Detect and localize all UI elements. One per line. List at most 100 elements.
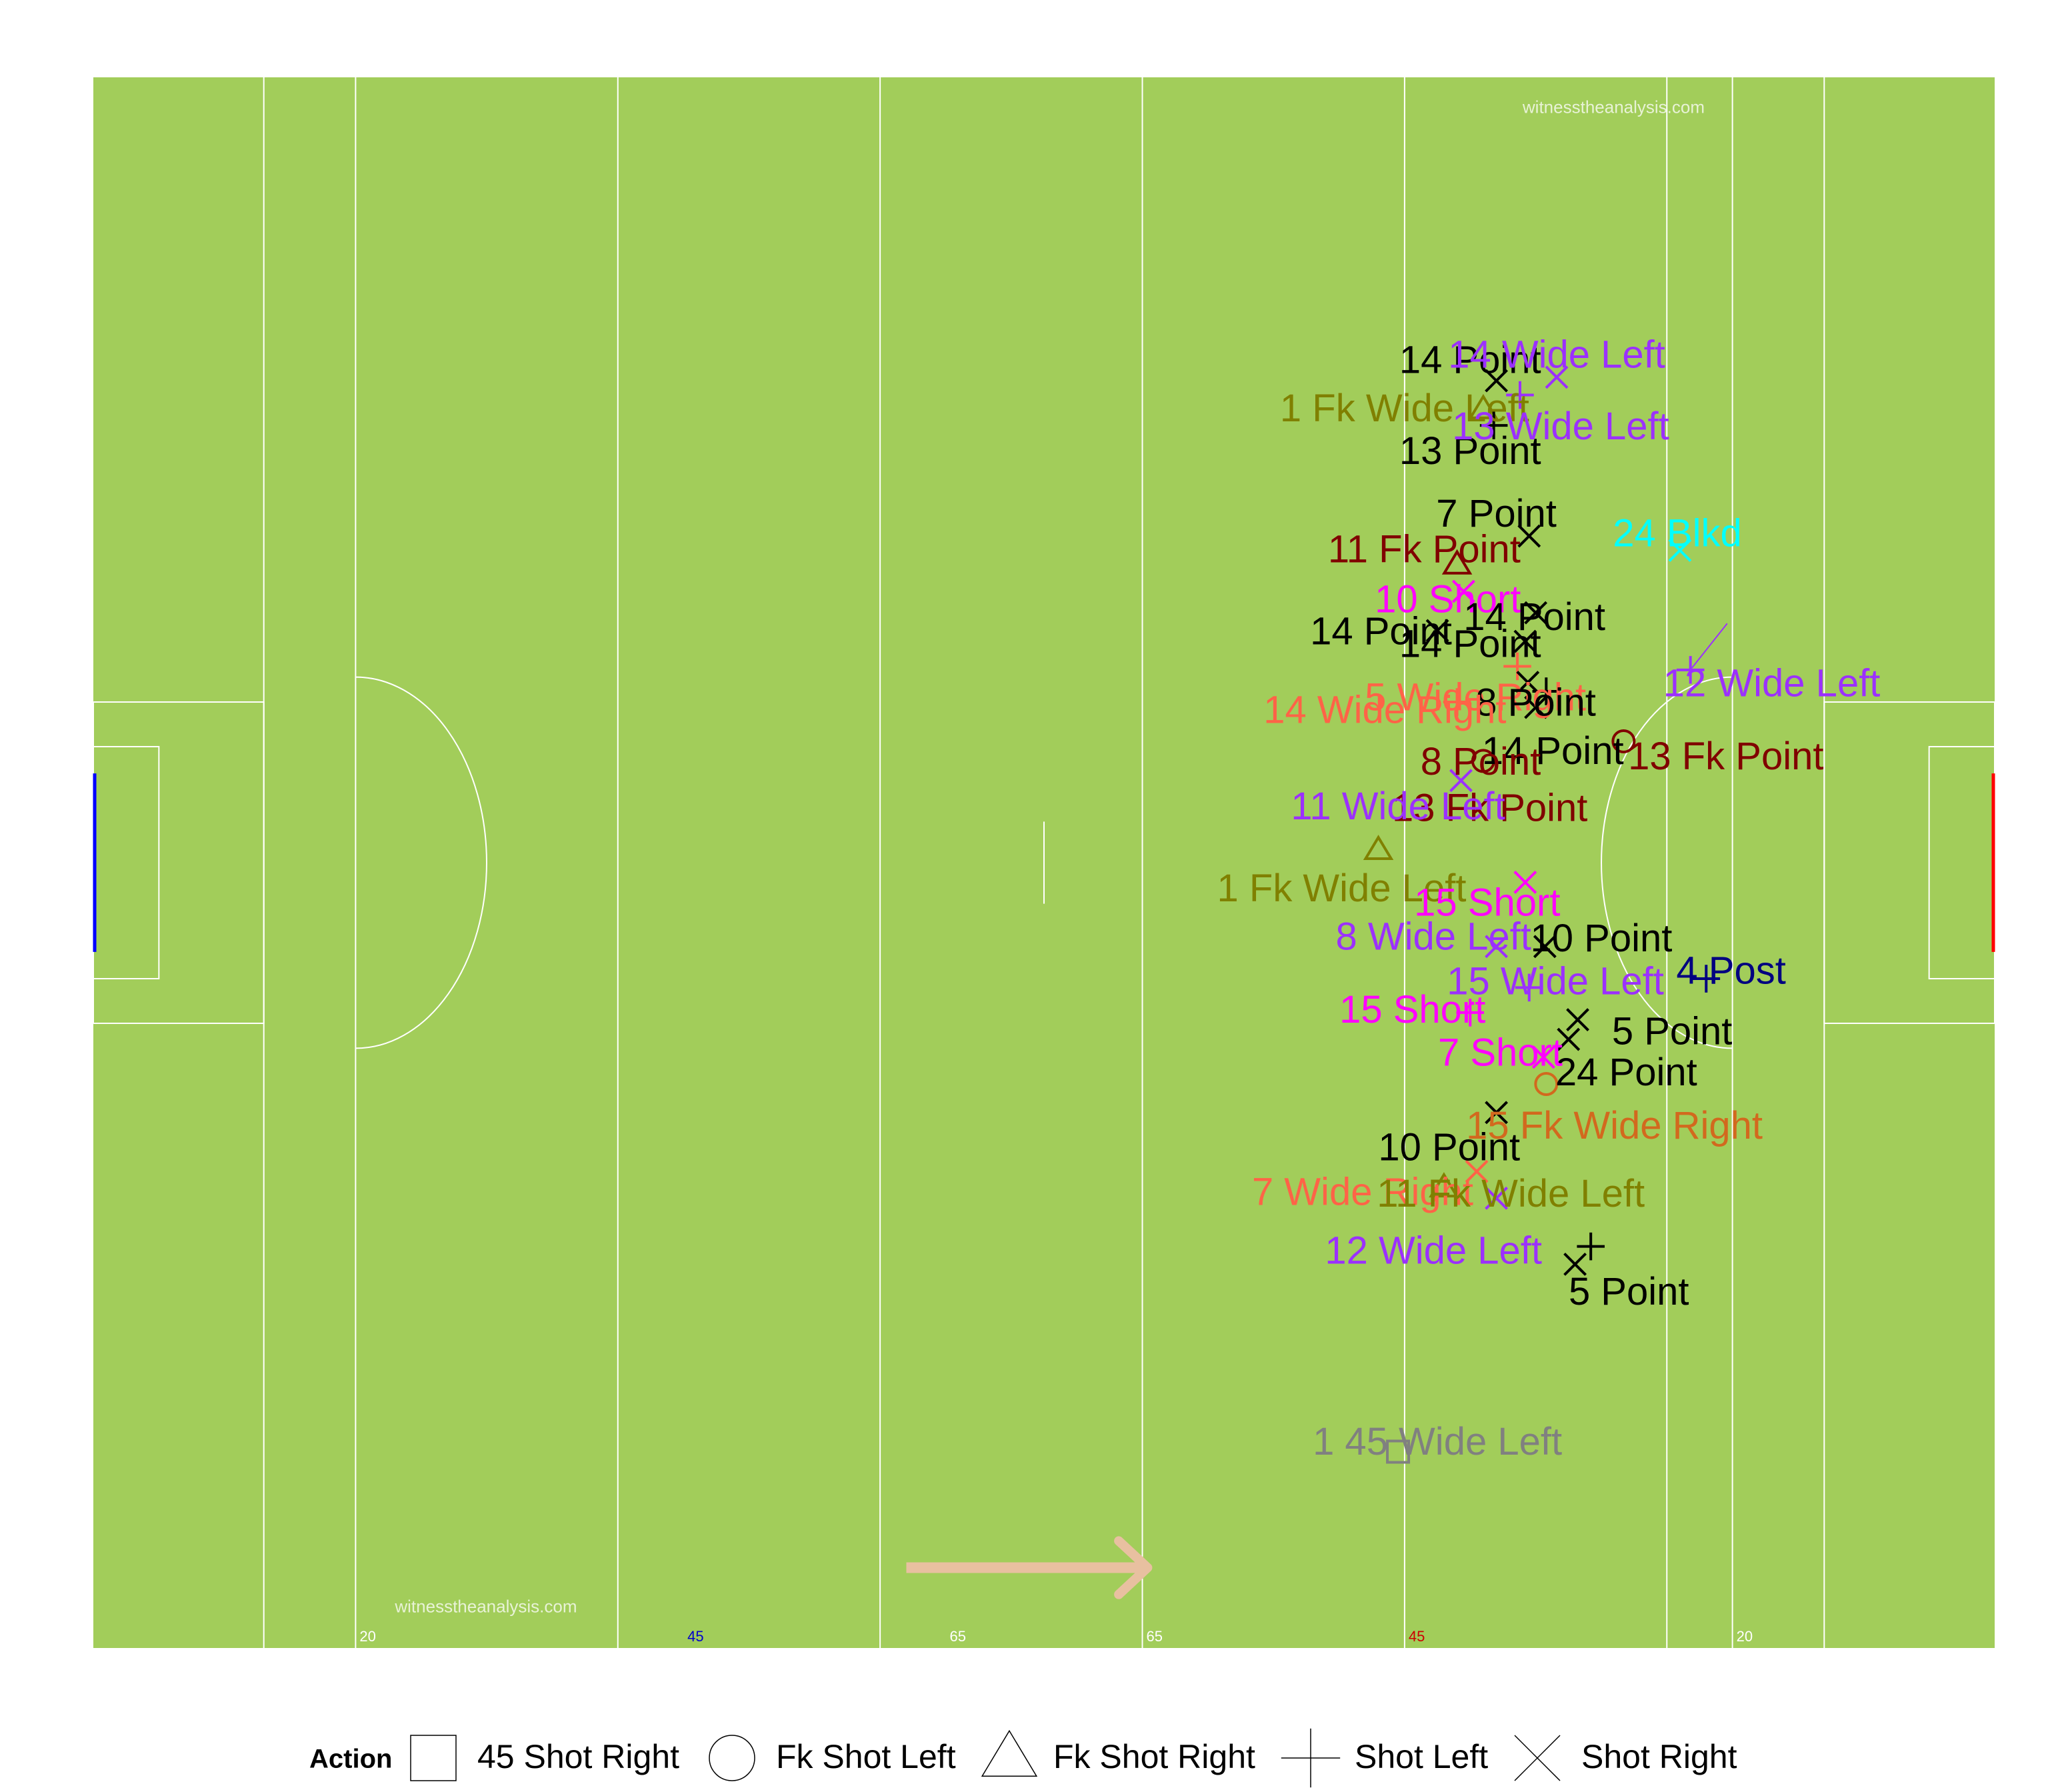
watermark-text: witnesstheanalysis.com xyxy=(1522,97,1705,117)
shot-label: 13 Fk Point xyxy=(1392,787,1587,830)
shot-label: 1 45 Wide Left xyxy=(1313,1420,1562,1463)
shot-label: 13 Point xyxy=(1399,429,1541,473)
label-leader-line xyxy=(1691,623,1728,669)
shot-marker-plus xyxy=(1479,411,1508,439)
shot-marker-cross xyxy=(1485,935,1508,959)
legend-entry: Fk Shot Left xyxy=(709,1735,956,1781)
shot-marker-circle xyxy=(1611,729,1636,753)
shot-label: 12 Wide Left xyxy=(1325,1229,1542,1273)
shot-label: 4 Post xyxy=(1676,949,1785,992)
shot-marker-plus xyxy=(1577,1232,1605,1261)
legend-key-plus xyxy=(1281,1728,1341,1788)
shot-marker-plus xyxy=(1443,688,1471,716)
shot-label: 14 Point xyxy=(1482,729,1624,773)
shot-label: 14 Point xyxy=(1399,339,1541,382)
shot-label: 7 Wide Right xyxy=(1252,1170,1473,1213)
shot-label: 13 Wide Left xyxy=(1452,405,1669,448)
shot-marker-circle xyxy=(1534,1071,1559,1096)
shot-label: 14 Point xyxy=(1399,622,1541,665)
shot-label: 7 Short xyxy=(1438,1031,1563,1074)
legend-entry: 45 Shot Right xyxy=(410,1735,679,1781)
shot-marker-cross xyxy=(1533,935,1557,959)
shot-marker-cross xyxy=(1566,1008,1589,1032)
pitch-line-label: 45 xyxy=(1409,1628,1425,1645)
shot-marker-cross xyxy=(1516,671,1540,695)
shot-label: 5 Point xyxy=(1569,1270,1689,1313)
shot-label: 14 Wide Right xyxy=(1263,688,1506,731)
shot-points xyxy=(1363,365,1721,1464)
pitch-line-label: 65 xyxy=(949,1628,965,1645)
legend-title: Action xyxy=(309,1745,392,1774)
shot-label: 14 Wide Left xyxy=(1448,333,1665,377)
pitch-line-label: 20 xyxy=(1737,1628,1753,1645)
shot-marker-cross xyxy=(1465,1159,1489,1183)
shot-label: 8 Wide Left xyxy=(1335,915,1531,958)
shot-marker-cross xyxy=(1513,629,1537,653)
shot-label: 1 Fk Wide Left xyxy=(1280,387,1529,430)
shot-marker-plus xyxy=(1506,381,1534,409)
watermark-text: witnesstheanalysis.com xyxy=(394,1596,577,1616)
shot-marker-triangle xyxy=(1441,549,1473,575)
shot-label: 11 Fk Point xyxy=(1328,527,1521,571)
watermarks: witnesstheanalysis.com witnesstheanalysis… xyxy=(394,97,1705,1617)
legend-key-cross xyxy=(1514,1735,1561,1781)
shot-label: 11 Fk Wide Left xyxy=(1377,1172,1645,1215)
shot-marker-triangle xyxy=(1363,835,1394,861)
shot-marker-cross xyxy=(1524,601,1548,625)
shot-label: 5 Wide Right xyxy=(1365,676,1586,719)
shot-marker-cross xyxy=(1563,1252,1587,1276)
shot-label: 1 Fk Wide Left xyxy=(1217,867,1467,910)
shot-label: 10 Short xyxy=(1375,577,1521,621)
shot-label: 24 Point xyxy=(1555,1051,1697,1094)
shot-label: 14 Point xyxy=(1463,595,1605,639)
shot-label: 15 Fk Wide Right xyxy=(1466,1104,1763,1147)
shot-label: 14 Point xyxy=(1310,610,1452,653)
legend-key-circle xyxy=(709,1735,755,1781)
shot-marker-cross xyxy=(1557,1027,1581,1051)
shot-label: 11 Wide Left xyxy=(1291,785,1505,828)
shot-label: 8 Point xyxy=(1475,681,1596,725)
shot-label: 7 Point xyxy=(1436,492,1557,535)
shot-marker-cross xyxy=(1524,695,1548,719)
shot-marker-circle xyxy=(1471,749,1495,773)
shot-marker-plus xyxy=(1515,973,1543,1002)
arc-left xyxy=(355,676,488,1049)
shot-label: 10 Point xyxy=(1531,917,1673,960)
pitch-line-labels: 20 45 65 65 45 20 xyxy=(359,1628,1753,1645)
shot-marker-cross xyxy=(1485,1186,1508,1210)
legend-entry: Shot Left xyxy=(1281,1728,1488,1788)
shot-marker-plus xyxy=(1503,652,1531,681)
shot-marker-cross xyxy=(1485,1101,1508,1125)
shot-marker-triangle xyxy=(1468,393,1499,419)
legend-label: 45 Shot Right xyxy=(477,1738,679,1775)
arc-right xyxy=(1600,676,1733,1049)
shot-label: 8 Point xyxy=(1421,740,1541,783)
shot-marker-plus xyxy=(1532,677,1561,705)
shot-marker-triangle xyxy=(1429,1172,1459,1198)
legend-key-triangle xyxy=(981,1729,1038,1777)
shot-marker-cross xyxy=(1449,769,1473,793)
shot-marker-cross xyxy=(1517,524,1541,548)
pitch-line-label: 45 xyxy=(687,1628,703,1645)
shot-marker-square xyxy=(1386,1439,1411,1464)
shot-marker-plus xyxy=(1692,965,1721,993)
shot-label: 12 Wide Left xyxy=(1663,661,1881,705)
pitch-line-label: 65 xyxy=(1147,1628,1163,1645)
shot-marker-cross xyxy=(1668,539,1692,562)
legend-label: Shot Right xyxy=(1581,1738,1737,1775)
legend-label: Fk Shot Right xyxy=(1053,1738,1255,1775)
shot-label: 15 Short xyxy=(1339,988,1485,1031)
shot-marker-cross xyxy=(1545,365,1569,389)
legend: Action 45 Shot Right Fk Shot Left Fk Shot R… xyxy=(309,1728,1737,1788)
legend-label: Shot Left xyxy=(1355,1738,1488,1775)
pitch-line-label: 20 xyxy=(359,1628,375,1645)
arrow-head xyxy=(1114,1536,1153,1599)
shot-label: 13 Fk Point xyxy=(1628,735,1823,778)
shot-label: 10 Point xyxy=(1378,1125,1520,1169)
shot-label: 5 Point xyxy=(1612,1009,1733,1053)
legend-key-square xyxy=(410,1735,457,1781)
pitch xyxy=(93,77,1996,1648)
shot-marker-cross xyxy=(1531,1045,1555,1069)
